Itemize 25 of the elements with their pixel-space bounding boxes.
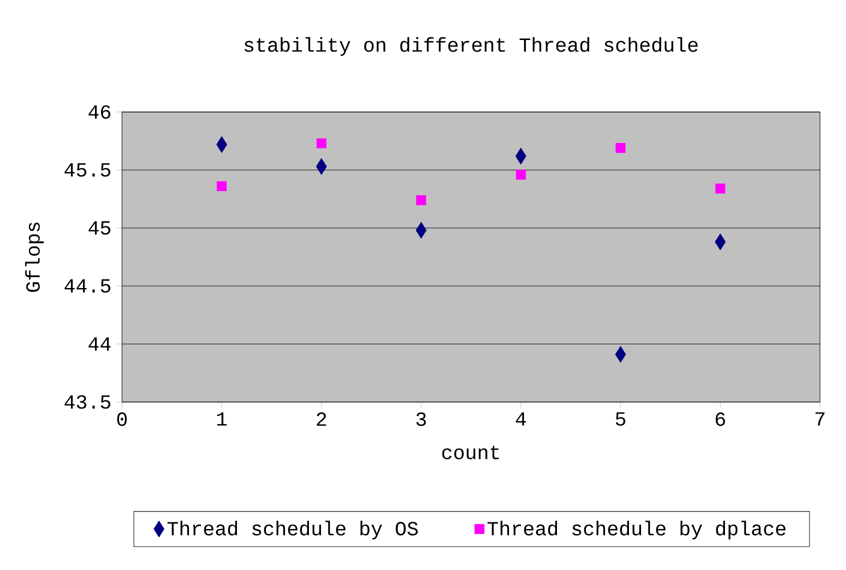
point [416, 195, 426, 206]
point [715, 184, 726, 194]
point [616, 143, 626, 153]
x-tick-label: 6 [716, 412, 725, 426]
y-tick-label: 44 [88, 337, 111, 351]
chart-title: stability on different Thread schedule [244, 37, 698, 56]
y-tick-label: 45.5 [64, 163, 110, 177]
x-tick-label: 5 [616, 412, 626, 426]
point [316, 138, 326, 148]
x-axis-title: count [442, 446, 499, 460]
x-tick-label: 7 [816, 412, 824, 426]
y-tick-label: 46 [88, 105, 110, 119]
y-tick-label: 44.5 [64, 279, 110, 293]
point [216, 181, 227, 192]
y-tick-label: 43.5 [64, 395, 110, 409]
y-tick-label: 45 [88, 221, 110, 235]
x-tick-label: 0 [117, 412, 127, 426]
x-tick-label: 4 [516, 412, 526, 426]
x-tick-label: 3 [416, 412, 426, 426]
point [516, 170, 526, 180]
legend-label: Thread schedule by dplace [488, 520, 786, 540]
x-tick-label: 1 [217, 412, 227, 426]
x-tick-label: 2 [316, 412, 326, 426]
legend-label: Thread schedule by OS [167, 520, 418, 540]
y-axis-title: Gflops [25, 222, 44, 292]
